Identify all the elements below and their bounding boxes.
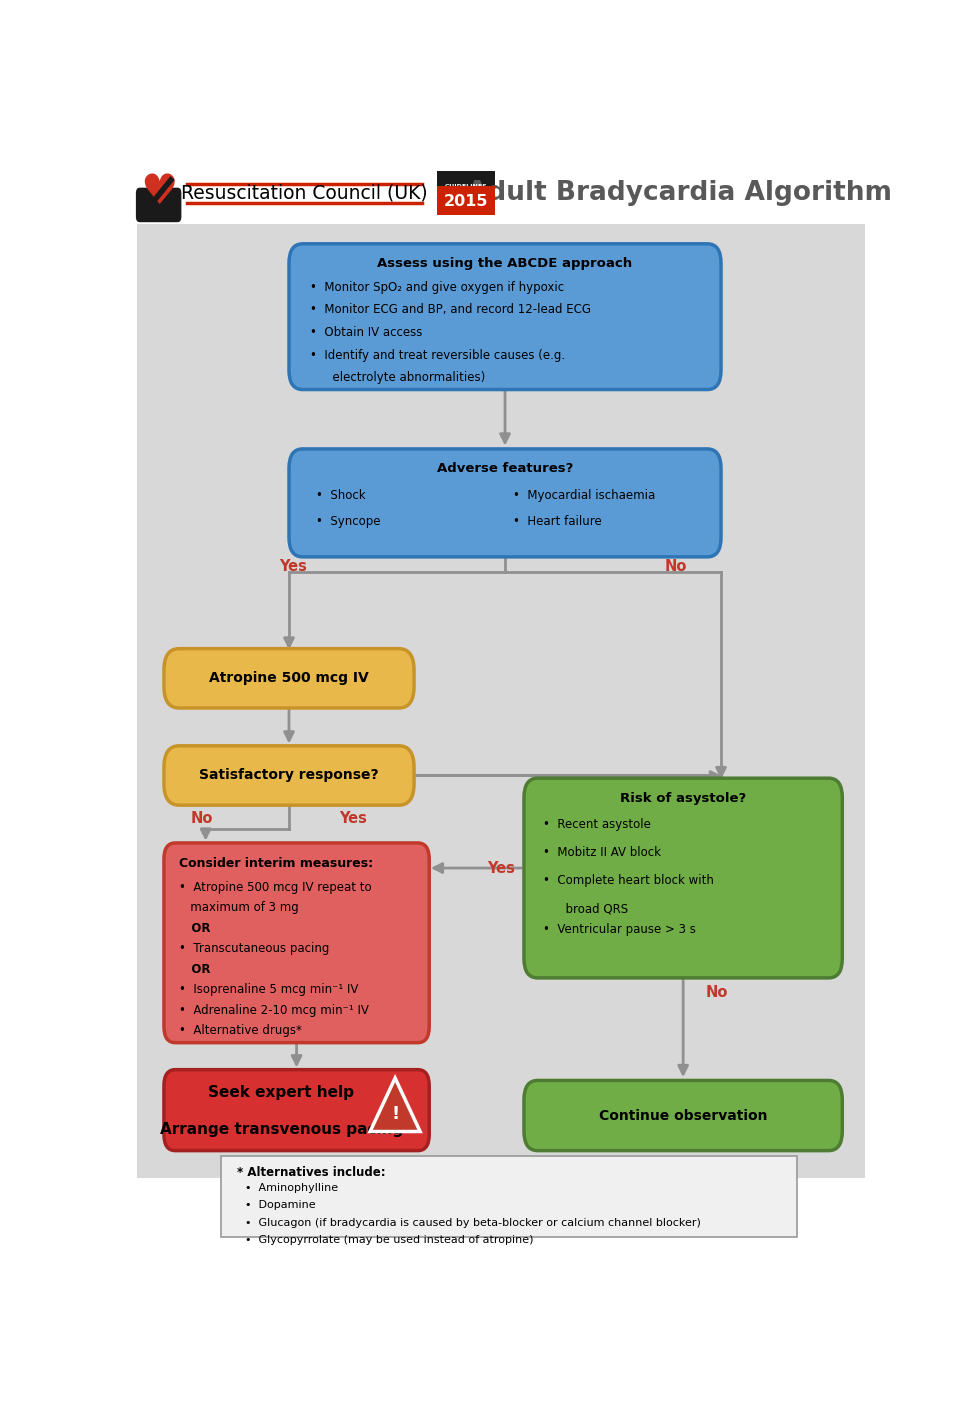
Text: •  Syncope: • Syncope (316, 515, 380, 527)
FancyBboxPatch shape (164, 649, 413, 708)
Text: Assess using the ABCDE approach: Assess using the ABCDE approach (377, 257, 632, 269)
FancyBboxPatch shape (289, 244, 720, 390)
Text: GUIDELINES: GUIDELINES (445, 184, 487, 189)
FancyBboxPatch shape (122, 168, 879, 217)
Text: •  Myocardial ischaemia: • Myocardial ischaemia (512, 489, 655, 502)
Text: No: No (663, 559, 686, 573)
FancyBboxPatch shape (437, 171, 494, 215)
Polygon shape (369, 1078, 420, 1131)
Text: Seek expert help: Seek expert help (208, 1085, 354, 1101)
Text: Yes: Yes (278, 559, 307, 573)
FancyBboxPatch shape (136, 188, 181, 223)
FancyBboxPatch shape (437, 185, 494, 215)
Text: •  Aminophylline: • Aminophylline (245, 1183, 338, 1193)
Text: * Alternatives include:: * Alternatives include: (237, 1165, 386, 1179)
Text: Resuscitation Council (UK): Resuscitation Council (UK) (181, 184, 427, 202)
Text: •  Identify and treat reversible causes (e.g.: • Identify and treat reversible causes (… (310, 349, 565, 362)
Text: •  Heart failure: • Heart failure (512, 515, 601, 527)
Text: •  Shock: • Shock (316, 489, 364, 502)
Text: Yes: Yes (339, 810, 367, 826)
Text: •  Glucagon (if bradycardia is caused by beta-blocker or calcium channel blocker: • Glucagon (if bradycardia is caused by … (245, 1217, 701, 1228)
FancyBboxPatch shape (221, 1157, 796, 1237)
Text: Adverse features?: Adverse features? (437, 461, 573, 475)
Text: •  Obtain IV access: • Obtain IV access (310, 325, 422, 339)
Text: Arrange transvenous pacing: Arrange transvenous pacing (159, 1122, 403, 1137)
Text: •  Mobitz II AV block: • Mobitz II AV block (542, 847, 660, 859)
Text: No: No (705, 986, 728, 1001)
FancyBboxPatch shape (524, 778, 841, 979)
Text: •  Glycopyrrolate (may be used instead of atropine): • Glycopyrrolate (may be used instead of… (245, 1235, 533, 1245)
Text: OR: OR (179, 921, 210, 935)
Text: •  Isoprenaline 5 mcg min⁻¹ IV: • Isoprenaline 5 mcg min⁻¹ IV (179, 983, 359, 997)
FancyBboxPatch shape (164, 843, 429, 1043)
Text: OR: OR (179, 963, 210, 976)
Text: No: No (191, 810, 213, 826)
Text: electrolyte abnormalities): electrolyte abnormalities) (310, 372, 485, 384)
Text: Risk of asystole?: Risk of asystole? (619, 792, 745, 805)
Text: Continue observation: Continue observation (598, 1109, 767, 1123)
Text: •  Complete heart block with: • Complete heart block with (542, 875, 713, 887)
Text: •  Monitor SpO₂ and give oxygen if hypoxic: • Monitor SpO₂ and give oxygen if hypoxi… (310, 280, 564, 293)
Text: •  Transcutaneous pacing: • Transcutaneous pacing (179, 942, 329, 955)
Text: Atropine 500 mcg IV: Atropine 500 mcg IV (209, 672, 368, 686)
FancyBboxPatch shape (289, 449, 720, 557)
Text: •  Monitor ECG and BP, and record 12-lead ECG: • Monitor ECG and BP, and record 12-lead… (310, 303, 591, 317)
FancyBboxPatch shape (524, 1081, 841, 1151)
Text: 2015: 2015 (444, 195, 488, 209)
Text: Adult Bradycardia Algorithm: Adult Bradycardia Algorithm (466, 179, 891, 206)
Text: !: ! (391, 1105, 399, 1123)
Text: Yes: Yes (487, 861, 515, 876)
Text: •  Alternative drugs*: • Alternative drugs* (179, 1025, 302, 1037)
FancyBboxPatch shape (137, 224, 865, 1178)
Text: Consider interim measures:: Consider interim measures: (179, 857, 373, 871)
Text: •  Adrenaline 2-10 mcg min⁻¹ IV: • Adrenaline 2-10 mcg min⁻¹ IV (179, 1004, 368, 1016)
Text: •  Ventricular pause > 3 s: • Ventricular pause > 3 s (542, 924, 695, 937)
Text: maximum of 3 mg: maximum of 3 mg (179, 901, 299, 914)
Text: •  Atropine 500 mcg IV repeat to: • Atropine 500 mcg IV repeat to (179, 880, 371, 893)
FancyBboxPatch shape (164, 1070, 429, 1151)
FancyBboxPatch shape (164, 746, 413, 805)
Text: Satisfactory response?: Satisfactory response? (199, 768, 378, 782)
Text: ♥: ♥ (140, 171, 177, 213)
Text: broad QRS: broad QRS (542, 903, 627, 916)
Text: •  Dopamine: • Dopamine (245, 1200, 316, 1210)
Text: •  Recent asystole: • Recent asystole (542, 819, 650, 831)
